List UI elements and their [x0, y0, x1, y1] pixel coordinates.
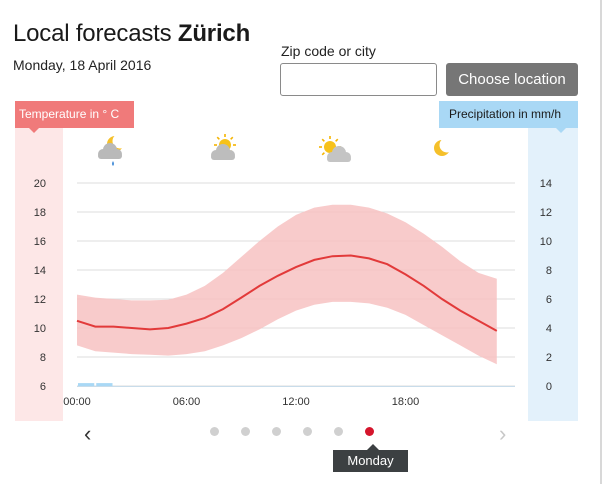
precipitation-legend-tab: Precipitation in mm/h: [439, 101, 578, 128]
y-right-tick-label: 2: [546, 352, 552, 364]
next-day-button[interactable]: ›: [499, 421, 507, 446]
forecast-date: Monday, 18 April 2016: [13, 57, 152, 73]
active-day-tooltip: Monday: [333, 450, 408, 472]
pager-dot[interactable]: [272, 427, 281, 436]
precipitation-bar: [96, 383, 113, 386]
y-right-tick-label: 10: [540, 236, 552, 248]
precipitation-axis-band: [528, 128, 578, 421]
y-left-tick-label: 10: [34, 323, 46, 335]
y-right-tick-label: 8: [546, 265, 552, 277]
zip-label: Zip code or city: [281, 43, 376, 59]
temperature-line: [76, 254, 498, 332]
x-tick-label: 12:00: [282, 396, 310, 408]
temperature-legend-tab: Temperature in ° C: [15, 101, 134, 128]
precipitation-tab-pointer: [556, 128, 566, 133]
y-left-tick-label: 16: [34, 236, 46, 248]
y-right-tick-label: 12: [540, 207, 552, 219]
y-right-tick-label: 4: [546, 323, 552, 335]
y-right-tick-label: 14: [540, 178, 552, 190]
pager-dot[interactable]: [210, 427, 219, 436]
y-left-tick-label: 6: [40, 381, 46, 393]
y-left-tick-label: 20: [34, 178, 46, 190]
day-tooltip-pointer: [367, 444, 379, 450]
y-left-tick-label: 18: [34, 207, 46, 219]
pager-dot-active[interactable]: [365, 427, 374, 436]
temperature-tab-pointer: [29, 128, 39, 133]
page-title: Local forecasts Zürich: [13, 20, 250, 48]
y-left-tick-label: 14: [34, 265, 46, 277]
zip-input[interactable]: [280, 63, 437, 96]
sun-cloud-icon: [211, 134, 236, 160]
y-left-tick-label: 12: [34, 294, 46, 306]
x-tick-label: 18:00: [392, 396, 420, 408]
x-tick-label: 06:00: [173, 396, 201, 408]
precipitation-bar: [78, 383, 95, 386]
moon-icon: [434, 137, 455, 156]
pager-dot[interactable]: [241, 427, 250, 436]
temperature-range-band: [77, 204, 497, 365]
pager-dot[interactable]: [334, 427, 343, 436]
temperature-axis-band: [15, 128, 63, 421]
city-name: Zürich: [177, 20, 251, 47]
sun-small-cloud-icon: [319, 136, 351, 162]
choose-location-button[interactable]: Choose location: [446, 63, 578, 96]
x-tick-label: 00:00: [63, 396, 91, 408]
y-right-tick-label: 6: [546, 294, 552, 306]
title-prefix: Local forecasts: [13, 20, 172, 47]
moon-cloud-rain-icon: [98, 133, 128, 166]
previous-day-button[interactable]: ‹: [84, 421, 92, 446]
pager-dot[interactable]: [303, 427, 312, 436]
frame-edge: [600, 0, 602, 484]
y-right-tick-label: 0: [546, 381, 552, 393]
y-left-tick-label: 8: [40, 352, 46, 364]
